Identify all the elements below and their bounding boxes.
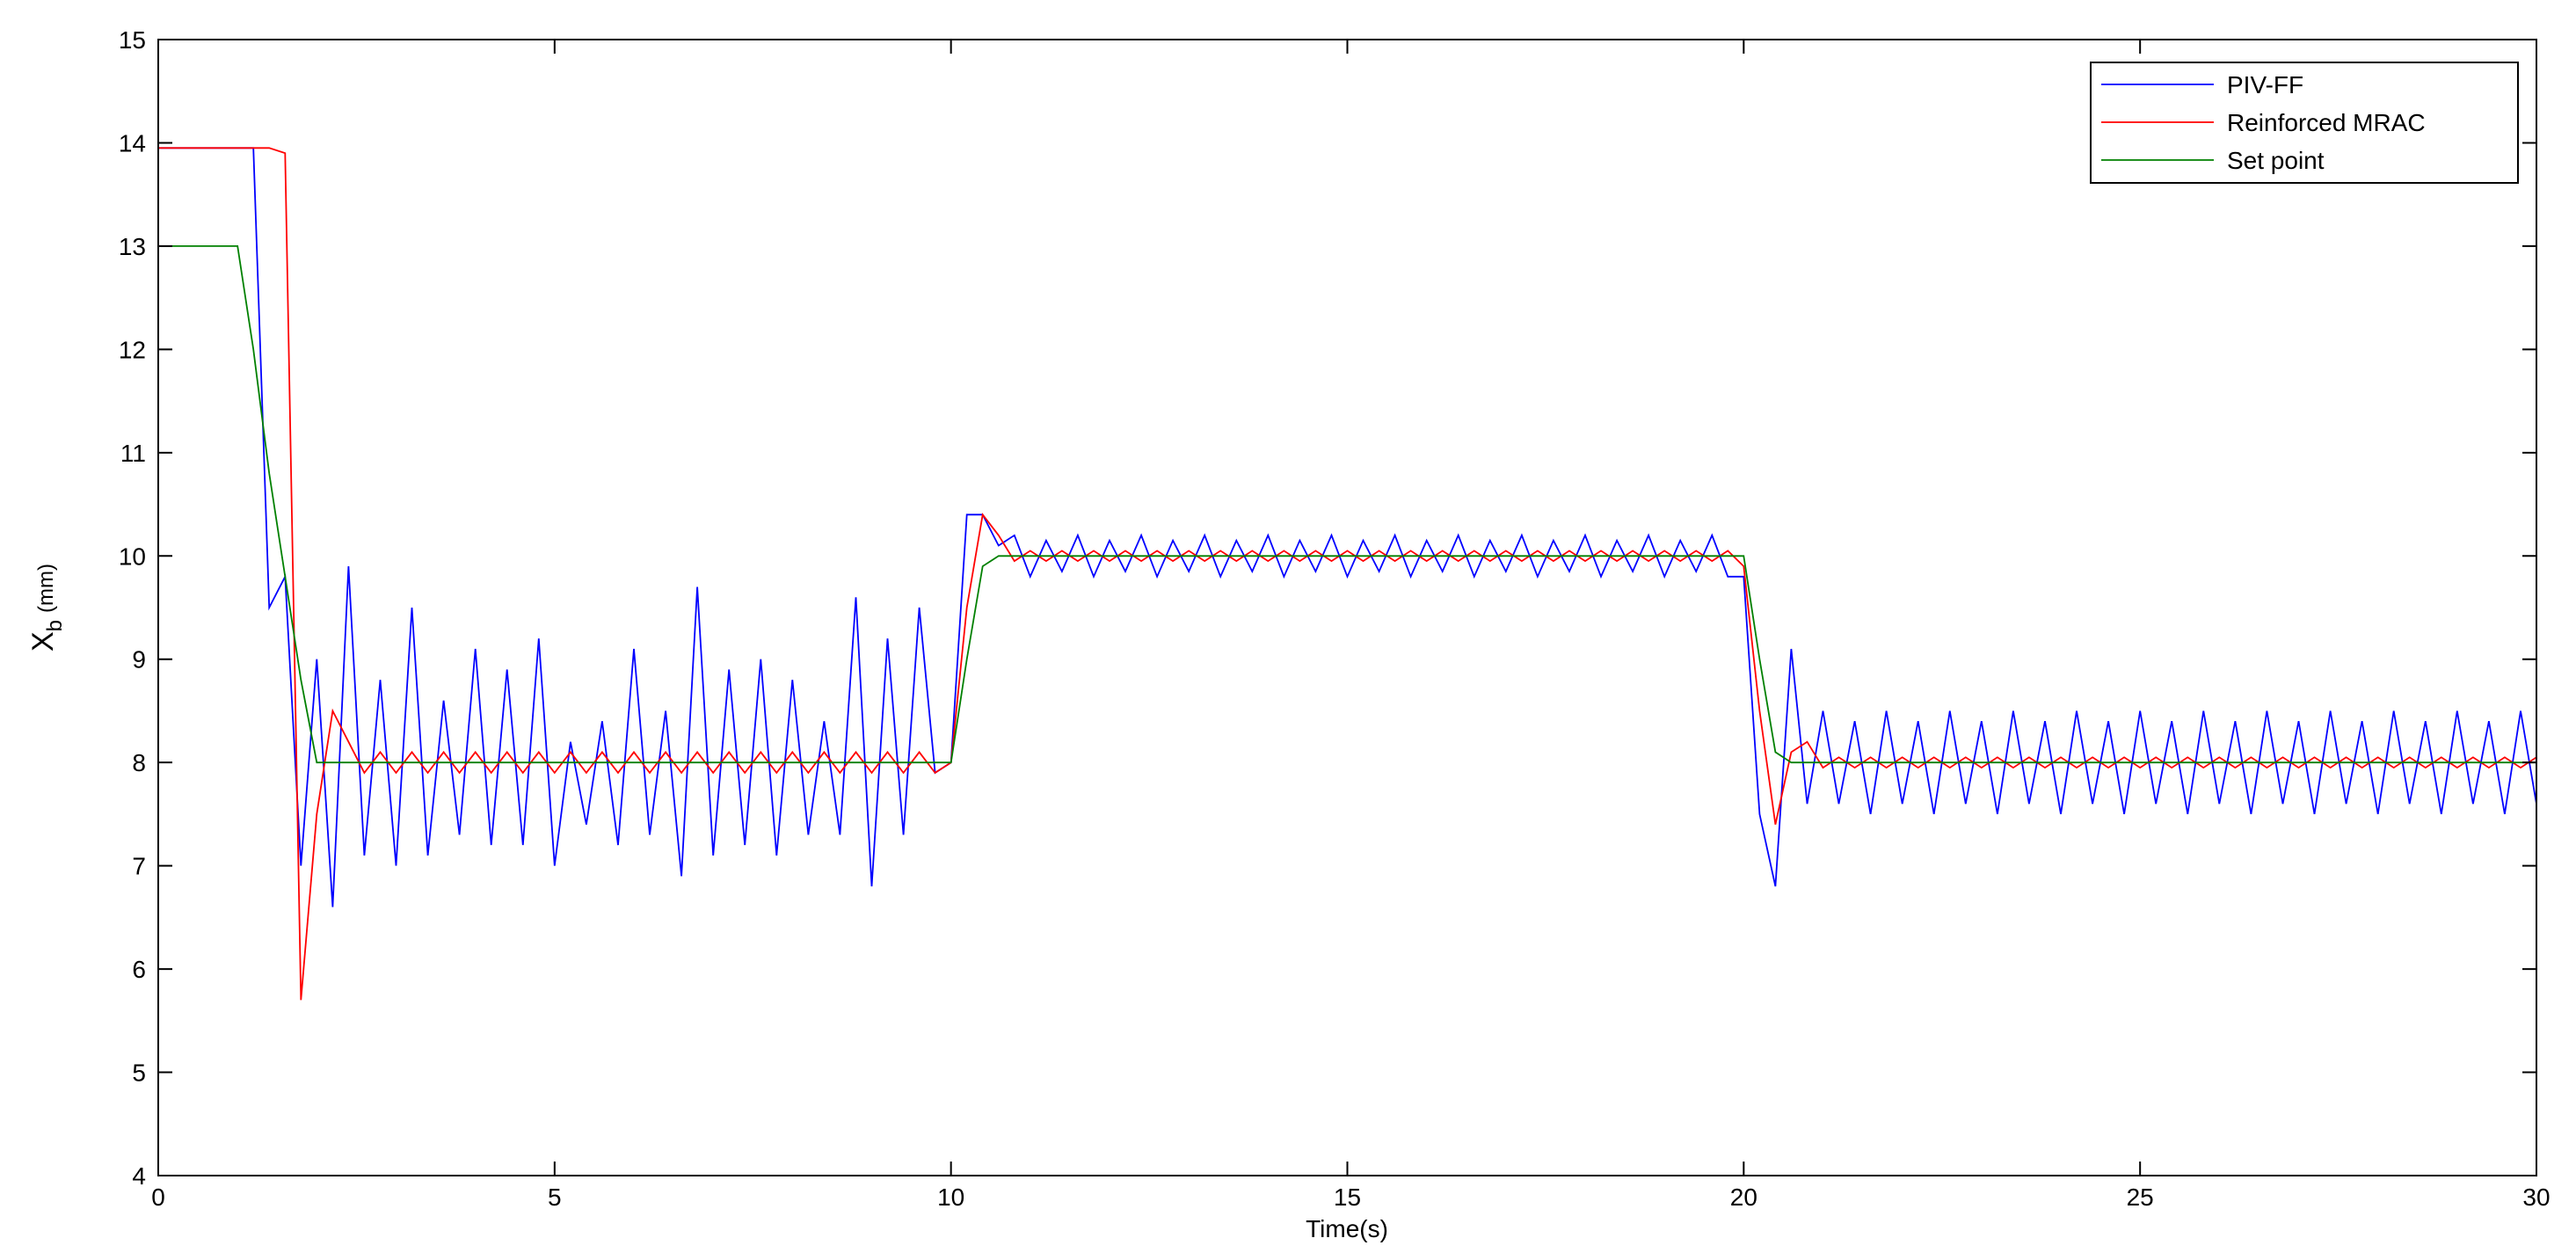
y-tick-label: 7 (132, 853, 146, 880)
y-tick-label: 10 (119, 543, 146, 570)
legend-label: Reinforced MRAC (2227, 109, 2426, 136)
y-tick-label: 14 (119, 129, 146, 157)
x-tick-label: 15 (1334, 1184, 1361, 1211)
y-tick-label: 9 (132, 646, 146, 674)
y-tick-label: 4 (132, 1162, 146, 1190)
y-tick-label: 5 (132, 1060, 146, 1087)
x-axis-label: Time(s) (1306, 1215, 1388, 1242)
legend-label: PIV-FF (2227, 71, 2303, 98)
series-line (158, 245, 2536, 764)
x-tick-label: 5 (548, 1184, 562, 1211)
y-axis-label: Xb (mm) (26, 564, 67, 652)
y-label-symbol: X (26, 631, 60, 652)
x-tick-label: 10 (937, 1184, 964, 1211)
y-tick-label: 11 (120, 440, 146, 467)
y-tick-label: 12 (119, 336, 146, 363)
x-tick-label: 25 (2127, 1184, 2154, 1211)
y-label-unit: (mm) (34, 564, 58, 613)
series-line (158, 147, 2537, 907)
y-tick-label: 13 (119, 233, 146, 260)
y-label-subscript: b (43, 620, 67, 631)
legend-label: Set point (2227, 147, 2325, 174)
y-tick-label: 15 (119, 26, 146, 54)
x-tick-label: 20 (1730, 1184, 1757, 1211)
y-tick-label: 8 (132, 749, 146, 776)
x-tick-label: 0 (151, 1184, 165, 1211)
series-line (158, 147, 2537, 1001)
y-tick-label: 6 (132, 956, 146, 983)
x-tick-label: 30 (2522, 1184, 2550, 1211)
